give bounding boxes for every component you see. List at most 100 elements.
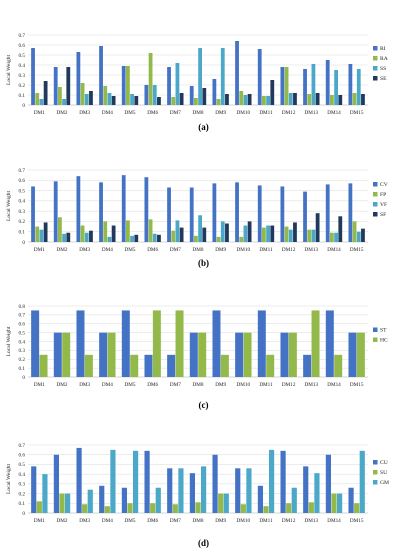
y-tick-label: 0.3: [19, 348, 26, 354]
bar-ra-dm9: [216, 99, 221, 105]
legend-swatch: [373, 202, 378, 207]
y-tick-label: 0.1: [19, 230, 26, 236]
x-tick-label: DM12: [282, 518, 296, 524]
bar-gm-dm15: [359, 450, 365, 513]
y-tick-label: 0.2: [19, 357, 26, 363]
bar-cu-dm4: [99, 485, 105, 513]
y-tick-label: 0.6: [19, 43, 26, 49]
y-tick-label: 0.6: [19, 178, 26, 184]
y-tick-label: 0.5: [19, 53, 26, 59]
bar-sf-dm6: [157, 234, 161, 242]
y-tick-label: 0.6: [19, 453, 26, 459]
bar-sf-dm12: [293, 222, 297, 242]
bar-st-dm8: [189, 332, 198, 377]
x-tick-label: DM14: [327, 518, 341, 524]
x-tick-label: DM9: [215, 110, 226, 116]
bar-hc-dm8: [198, 332, 207, 377]
bar-gm-dm11: [268, 449, 275, 513]
bar-vf-dm13: [311, 229, 316, 242]
x-tick-label: DM8: [193, 110, 204, 116]
bar-st-dm7: [167, 354, 176, 377]
bar-hc-dm15: [356, 332, 365, 377]
x-tick-label: DM15: [350, 247, 364, 253]
y-tick-label: 0.4: [19, 472, 26, 478]
legend-label: SU: [380, 470, 387, 476]
x-tick-label: DM3: [79, 518, 90, 524]
x-tick-label: DM8: [193, 247, 204, 253]
bar-ra-dm3: [80, 83, 85, 105]
bar-ri-dm15: [348, 64, 353, 105]
x-tick-label: DM10: [237, 110, 251, 116]
y-tick-label: 0.6: [19, 322, 26, 328]
bar-fp-dm2: [58, 217, 62, 242]
bar-sf-dm11: [270, 225, 275, 242]
bar-fp-dm12: [284, 226, 289, 242]
bar-se-dm3: [89, 91, 93, 105]
x-tick-label: DM12: [282, 382, 296, 388]
x-tick-label: DM11: [259, 110, 273, 116]
bar-sf-dm15: [361, 228, 365, 242]
x-tick-label: DM13: [305, 110, 319, 116]
bar-ss-dm7: [175, 63, 180, 105]
bar-fp-dm10: [239, 236, 244, 242]
x-tick-label: DM14: [327, 110, 341, 116]
panel-c: 0 0.1 0.2 0.3 0.4 0.5 0.6 0.7 0.8 Local Weight DM1…: [6, 304, 388, 410]
bar-ra-dm8: [194, 98, 198, 105]
bar-fp-dm5: [126, 220, 130, 242]
x-tick-label: DM14: [327, 247, 341, 253]
bar-cu-dm15: [348, 487, 354, 513]
legend-label: CV: [380, 182, 388, 188]
y-tick-label: 0.5: [19, 188, 26, 194]
x-tick-label: DM15: [350, 518, 364, 524]
bar-gm-dm10: [246, 468, 252, 513]
y-tick-label: 0.4: [19, 199, 26, 205]
y-tick-label: 0.2: [19, 83, 26, 89]
bar-ra-dm5: [126, 66, 130, 105]
legend-swatch: [373, 192, 378, 197]
x-tick-label: DM14: [327, 382, 341, 388]
x-tick-label: DM5: [125, 247, 136, 253]
bar-gm-dm9: [223, 493, 229, 513]
y-tick-label: 0.7: [19, 168, 26, 174]
x-tick-label: DM3: [79, 110, 90, 116]
legend-swatch: [373, 76, 378, 81]
bar-gm-dm4: [110, 449, 116, 513]
x-tick-label: DM7: [170, 382, 181, 388]
x-tick-label: DM13: [305, 382, 319, 388]
bar-vf-dm11: [266, 225, 270, 242]
x-tick-label: DM2: [57, 382, 68, 388]
y-axis-label: Local Weight: [6, 326, 12, 356]
x-tick-label: DM7: [170, 518, 181, 524]
bar-se-dm10: [247, 94, 252, 105]
panel-label: (d): [198, 538, 209, 548]
bar-vf-dm14: [334, 232, 338, 242]
bar-gm-dm3: [87, 489, 93, 513]
bar-su-dm5: [127, 503, 133, 513]
bar-sf-dm8: [202, 227, 207, 242]
bar-se-dm13: [315, 93, 320, 105]
bar-sf-dm1: [43, 222, 48, 242]
x-tick-label: DM9: [215, 518, 226, 524]
x-tick-label: DM6: [147, 110, 158, 116]
x-tick-label: DM1: [34, 110, 45, 116]
bar-ri-dm1: [31, 48, 35, 105]
bar-vf-dm15: [356, 231, 361, 242]
bar-st-dm15: [348, 332, 357, 377]
bar-cv-dm10: [235, 182, 239, 242]
y-axis-label: Local Weight: [6, 55, 12, 85]
x-tick-label: DM4: [102, 518, 113, 524]
x-tick-label: DM12: [282, 247, 296, 253]
x-tick-label: DM2: [57, 110, 68, 116]
bar-hc-dm12: [288, 332, 297, 377]
y-tick-label: 0.5: [19, 330, 26, 336]
bar-gm-dm13: [314, 473, 320, 513]
x-tick-label: DM8: [193, 518, 204, 524]
bar-ri-dm11: [257, 49, 262, 105]
bar-ri-dm2: [53, 67, 58, 105]
bar-hc-dm4: [107, 332, 116, 377]
bar-cv-dm2: [53, 181, 58, 242]
x-tick-label: DM6: [147, 382, 158, 388]
bar-hc-dm9: [220, 354, 229, 377]
bar-vf-dm9: [220, 221, 225, 242]
x-tick-label: DM5: [125, 110, 136, 116]
